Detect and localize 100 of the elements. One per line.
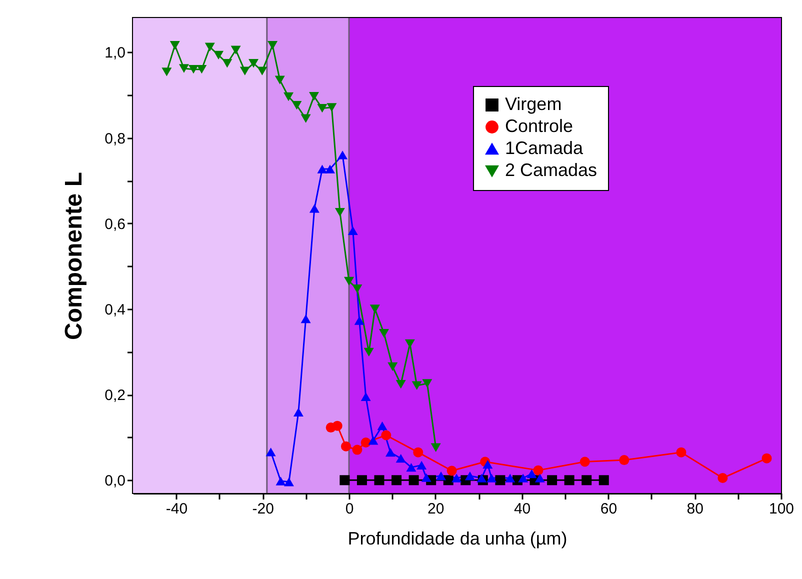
point [162, 68, 172, 76]
x-tick-label: 20 [428, 500, 444, 518]
point [676, 447, 686, 458]
point [377, 421, 388, 430]
point [188, 65, 198, 74]
point [396, 454, 406, 463]
point [370, 304, 380, 314]
legend-label: Virgem [505, 94, 562, 114]
point [378, 329, 389, 338]
point [230, 46, 241, 54]
point [762, 453, 772, 464]
point [268, 41, 278, 50]
point [533, 465, 544, 476]
point [340, 441, 351, 452]
point [404, 339, 415, 348]
point [443, 475, 454, 486]
point [348, 226, 358, 236]
point [284, 92, 294, 102]
point [486, 474, 497, 482]
point [344, 276, 354, 286]
point [388, 362, 398, 372]
point [309, 92, 320, 101]
x-axis-title: Profundidade da unha (µm) [348, 528, 568, 548]
point [464, 472, 475, 480]
point [381, 430, 392, 440]
point [360, 392, 371, 402]
point [292, 100, 302, 110]
point [240, 66, 250, 76]
point [300, 314, 311, 324]
point [257, 66, 268, 76]
point [436, 472, 446, 480]
x-tick-label: 100 [768, 500, 794, 518]
point [534, 474, 545, 482]
point [178, 64, 189, 73]
point [368, 436, 378, 445]
point [408, 475, 419, 486]
point [495, 475, 506, 486]
point [406, 462, 416, 472]
y-tick-label: 0,6 [104, 216, 126, 233]
x-tick-label: 0 [345, 500, 354, 518]
point [582, 475, 592, 486]
y-tick-label: 1,0 [104, 44, 126, 62]
point [413, 447, 424, 458]
point [293, 408, 304, 416]
point [392, 475, 402, 486]
point [452, 474, 462, 482]
x-tick-label: 40 [514, 500, 531, 518]
point [482, 460, 493, 469]
y-tick-label: 0,8 [104, 130, 126, 148]
point [276, 476, 286, 486]
point [598, 475, 609, 486]
y-tick-label: 0,0 [104, 472, 126, 490]
point [309, 204, 320, 213]
point [326, 103, 337, 112]
x-tick-label: -20 [252, 500, 274, 518]
legend-label: 2 Camadas [505, 160, 598, 180]
point [526, 469, 537, 478]
point [505, 474, 516, 482]
point [518, 474, 528, 482]
legend-label: Controle [505, 116, 574, 136]
point [356, 475, 367, 486]
point [352, 284, 362, 294]
y-tick-label: 0,2 [104, 387, 126, 404]
point [547, 475, 558, 486]
point [446, 466, 457, 476]
point [718, 473, 728, 484]
y-tick-label: 0,4 [104, 301, 126, 318]
point [412, 381, 422, 390]
point [421, 473, 432, 482]
point [416, 460, 427, 470]
point [619, 455, 630, 466]
point [352, 444, 362, 455]
x-tick-label: 60 [600, 500, 618, 518]
point [364, 348, 374, 357]
y-axis-title: Componente L [60, 172, 88, 340]
point [170, 41, 180, 50]
x-tick-label: -40 [166, 500, 188, 518]
point [564, 475, 574, 486]
point [354, 316, 364, 325]
point [396, 380, 406, 389]
point [374, 475, 384, 486]
point [317, 164, 328, 174]
point [476, 474, 487, 482]
point [334, 208, 345, 217]
point [266, 448, 276, 456]
point [204, 42, 215, 52]
point [196, 65, 207, 74]
point [214, 50, 224, 60]
point [332, 420, 342, 431]
point [360, 438, 371, 448]
point [338, 150, 348, 160]
point [284, 478, 294, 486]
point [248, 59, 259, 68]
point [422, 379, 432, 388]
point [324, 164, 335, 174]
legend-label: 1Camada [505, 138, 584, 158]
point [222, 59, 232, 68]
point [385, 448, 396, 457]
point [300, 114, 311, 123]
point [580, 456, 590, 467]
